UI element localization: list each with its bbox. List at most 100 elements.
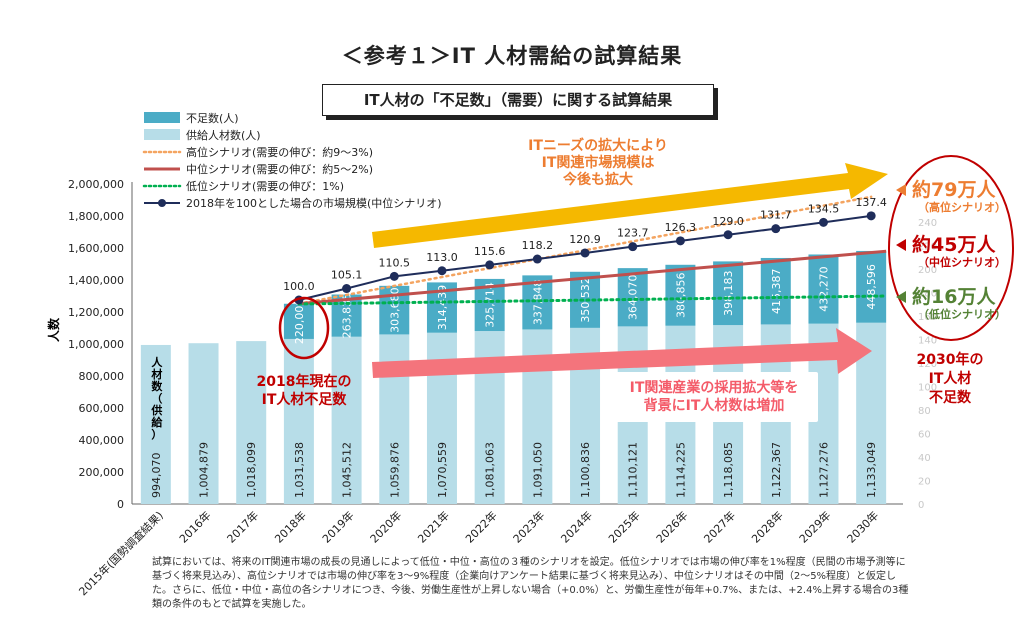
market-index-label: 110.5 [379,256,411,269]
legend-swatch [144,112,180,123]
supply-value-label: 1,118,085 [722,442,735,498]
category-label: 2026年 [653,508,690,545]
y-tick-label: 1,000,000 [68,338,124,351]
right-tick-label: 80 [918,406,931,417]
legend-label: 2018年を100とした場合の市場規模(中位シナリオ) [186,196,442,210]
supply-value-label: 994,070 [150,453,163,499]
shortage-value-label: 432,270 [817,266,830,312]
chart-subtitle: IT人材の「不足数」（需要）に関する試算結果 [363,91,673,109]
right-tick-label: 200 [918,265,937,276]
supply-value-label: 1,081,063 [484,442,497,498]
supply-bar [188,343,219,504]
legend-swatch [144,129,180,140]
category-label: 2020年 [367,508,404,545]
market-index-marker [628,242,638,252]
shortage-bar [283,303,314,339]
market-index-marker [389,271,399,281]
shortage-value-label: 337,848 [531,280,544,326]
category-label: 2029年 [796,508,833,545]
market-index-label: 137.4 [855,196,887,209]
mid-result-value: 約45万人 [912,233,996,256]
bottom-arrow [372,328,872,378]
bottom-arrow-text: IT関連産業の採用拡大等を [630,379,799,396]
top-arrow [372,163,888,248]
legend-label: 高位シナリオ(需要の伸び：約9～3%) [186,145,373,159]
y-tick-label: 600,000 [79,402,125,415]
y-tick-label: 1,600,000 [68,242,124,255]
y-tick-label: 800,000 [79,370,125,383]
market-index-marker [771,224,781,234]
right-tick-label: 160 [918,312,937,323]
supply-value-label: 1,100,836 [579,442,592,498]
market-index-marker [675,236,685,246]
supply-value-label: 1,122,367 [770,442,783,498]
market-index-marker [723,230,733,240]
legend-label: 供給人材数(人) [186,128,261,142]
shortage-value-label: 364,070 [627,275,640,321]
supply-bar [283,338,314,504]
market-index-marker [437,266,447,276]
chart-subtitle-box: IT人材の「不足数」（需要）に関する試算結果 [322,84,714,116]
mid-result-label: （中位シナリオ） [918,255,1006,269]
bottom-arrow-textbox [610,372,818,422]
shortage-2030-text: 不足数 [929,389,972,406]
legend-label: 中位シナリオ(需要の伸び：約5～2%) [186,162,373,176]
scenario-result-ellipse [888,155,1014,341]
category-label: 2019年 [319,508,356,545]
supply-bar-caption: 人 [151,355,163,369]
market-index-label: 126.3 [665,221,697,234]
market-index-label: 105.1 [331,269,363,282]
right-tick-label: 180 [918,289,937,300]
market-index-label: 115.6 [474,245,506,258]
low-result-arrow [896,291,906,303]
market-index-marker [532,254,542,264]
category-label: 2016年 [176,508,213,545]
right-tick-label: 60 [918,430,931,441]
category-label: 2021年 [415,508,452,545]
market-index-marker [866,211,876,221]
market-index-marker [580,248,590,258]
y-tick-label: 1,800,000 [68,210,124,223]
shortage-bar [760,257,791,325]
supply-value-label: 1,110,121 [627,442,640,498]
shortage-value-label: 448,596 [865,264,878,310]
y-tick-label: 0 [117,498,124,511]
category-label: 2027年 [701,508,738,545]
mid-scenario-line [298,249,887,306]
shortage-bar [617,268,648,327]
shortage-2018-text: IT人材不足数 [262,391,348,408]
shortage-value-label: 303,680 [388,287,401,333]
market-index-label: 120.9 [569,233,601,246]
shortage-bar [665,264,696,326]
supply-bar [140,344,171,504]
y-tick-label: 1,400,000 [68,274,124,287]
market-index-label: 123.7 [617,227,649,240]
market-index-label: 129.0 [712,215,744,228]
category-label: 2028年 [748,508,785,545]
supply-value-label: 1,018,099 [245,442,258,498]
right-tick-label: 100 [918,383,937,394]
y-tick-label: 400,000 [79,434,125,447]
top-arrow-text: ITニーズの拡大により [528,137,668,154]
market-index-label: 134.5 [808,202,840,215]
shortage-value-label: 380,856 [674,273,687,319]
category-label: 2025年 [605,508,642,545]
market-index-label: 113.0 [426,251,458,264]
right-tick-label: 220 [918,242,937,253]
market-index-marker [485,260,495,270]
page-title: ＜参考１＞IT 人材需給の試算結果 [341,44,683,68]
supply-bar [236,341,267,504]
shortage-2030-text: IT人材 [929,370,972,387]
bottom-arrow-text: 背景にIT人材数は増加 [644,397,785,414]
supply-value-label: 1,004,879 [198,442,211,498]
category-label: 2024年 [558,508,595,545]
shortage-value-label: 325,714 [484,282,497,328]
low-result-value: 約16万人 [912,285,996,308]
supply-value-label: 1,091,050 [531,442,544,498]
right-tick-label: 20 [918,477,931,488]
y-axis-label: 人数 [46,317,61,342]
supply-value-label: 1,133,049 [865,442,878,498]
high-result-label: （高位シナリオ） [918,200,1006,214]
shortage-2030-text: 2030年の [917,351,984,368]
